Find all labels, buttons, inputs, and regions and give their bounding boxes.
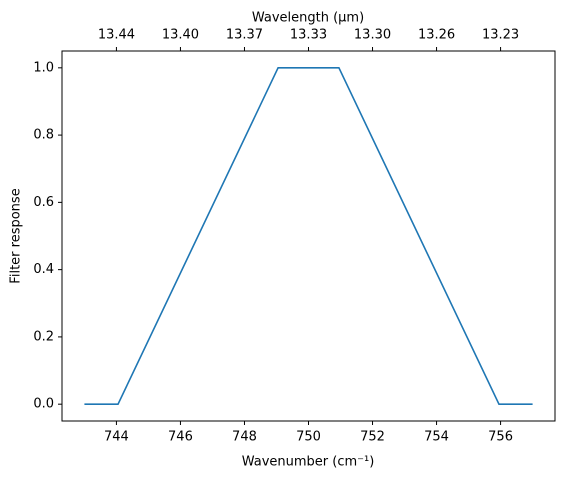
x2-axis-label: Wavelength (μm): [252, 11, 364, 26]
x-tick-label: 756: [488, 430, 513, 445]
y-tick-label: 0.8: [33, 128, 54, 143]
y-tick-label: 0.0: [33, 397, 54, 412]
y-tick-label: 1.0: [33, 60, 54, 75]
x2-tick-label: 13.26: [418, 28, 455, 43]
y-axis-label: Filter response: [9, 188, 24, 283]
x-tick-label: 744: [104, 430, 129, 445]
x-tick-label: 748: [232, 430, 257, 445]
x2-tick-label: 13.30: [354, 28, 391, 43]
x-tick-label: 750: [296, 430, 321, 445]
x-axis-label: Wavenumber (cm⁻¹): [242, 455, 375, 470]
y-tick-label: 0.2: [33, 329, 54, 344]
x2-tick-label: 13.33: [290, 28, 327, 43]
x2-tick-label: 13.37: [226, 28, 263, 43]
x-tick-label: 754: [424, 430, 449, 445]
x2-tick-label: 13.40: [162, 28, 199, 43]
x2-tick-label: 13.44: [98, 28, 135, 43]
x-tick-label: 752: [360, 430, 385, 445]
y-tick-label: 0.4: [33, 262, 54, 277]
x-tick-label: 746: [168, 430, 193, 445]
y-tick-label: 0.6: [33, 195, 54, 210]
x2-tick-label: 13.23: [482, 28, 519, 43]
line: [84, 67, 533, 405]
